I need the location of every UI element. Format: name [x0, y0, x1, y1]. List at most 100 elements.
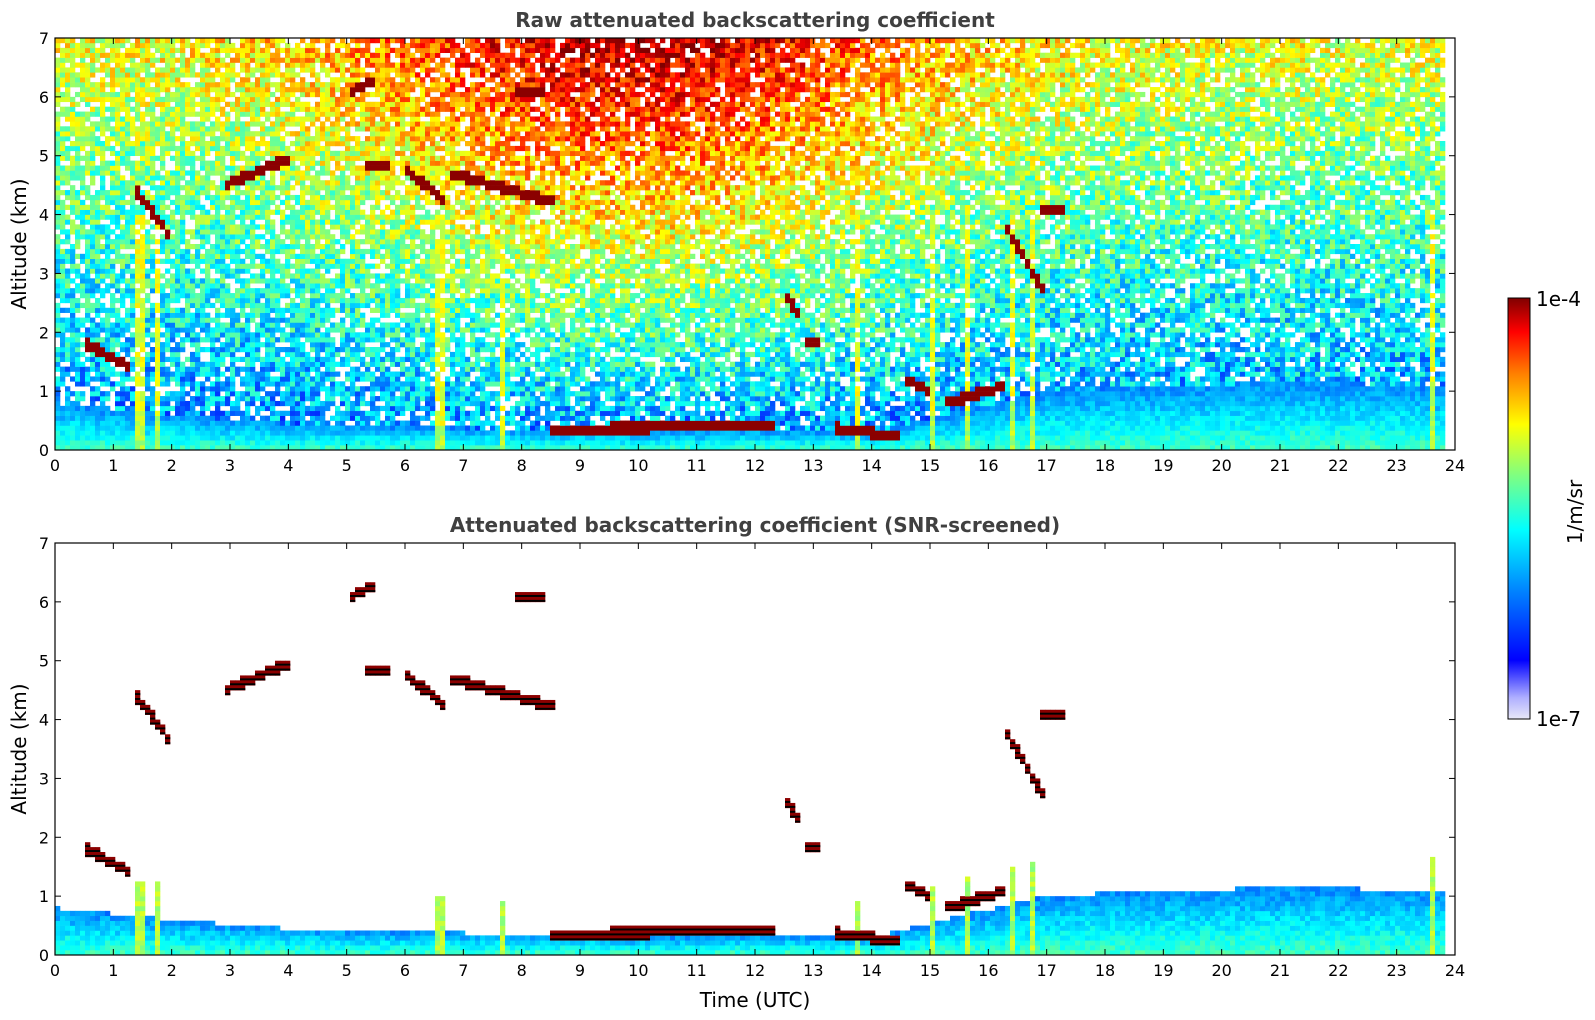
backscatter-cell: [230, 322, 236, 328]
backscatter-cell: [195, 180, 201, 186]
backscatter-cell: [360, 396, 366, 402]
backscatter-cell: [200, 190, 206, 196]
backscatter-cell: [220, 361, 226, 367]
backscatter-cell: [290, 440, 296, 446]
backscatter-cell: [315, 410, 321, 416]
backscatter-cell: [75, 42, 81, 49]
backscatter-cell: [105, 366, 111, 372]
backscatter-cell: [300, 77, 306, 83]
backscatter-cell: [255, 185, 261, 191]
backscatter-cell: [325, 347, 331, 353]
backscatter-cell: [75, 82, 81, 88]
backscatter-cell: [70, 57, 76, 63]
backscatter-cell: [360, 258, 366, 264]
backscatter-cell: [335, 136, 341, 142]
backscatter-cell: [380, 278, 386, 284]
cloud-cell: [230, 180, 236, 186]
backscatter-cell: [70, 327, 76, 333]
backscatter-cell: [205, 430, 211, 436]
backscatter-cell: [125, 150, 131, 157]
backscatter-cell: [240, 52, 246, 58]
backscatter-cell: [65, 155, 71, 161]
backscatter-cell: [90, 57, 96, 63]
backscatter-cell: [125, 126, 131, 132]
backscatter-cell: [80, 224, 86, 230]
backscatter-cell: [205, 278, 211, 284]
backscatter-cell: [255, 234, 261, 240]
backscatter-cell: [360, 425, 366, 431]
backscatter-cell: [165, 248, 171, 255]
backscatter-cell: [70, 410, 76, 416]
backscatter-cell: [395, 209, 401, 215]
backscatter-cell: [230, 297, 236, 304]
backscatter-cell: [120, 131, 126, 137]
backscatter-cell: [95, 239, 101, 245]
backscatter-cell: [190, 234, 196, 240]
backscatter-cell: [285, 317, 291, 323]
backscatter-cell: [170, 62, 176, 68]
backscatter-cell: [360, 67, 366, 73]
backscatter-cell: [115, 239, 121, 245]
backscatter-cell: [335, 62, 341, 68]
backscatter-cell: [385, 96, 391, 103]
backscatter-cell: [180, 312, 186, 318]
backscatter-cell: [305, 141, 311, 147]
backscatter-cell: [250, 214, 256, 220]
backscatter-cell: [205, 273, 211, 279]
backscatter-cell: [330, 386, 336, 392]
backscatter-cell: [270, 351, 276, 358]
backscatter-cell: [75, 420, 81, 426]
backscatter-cell: [165, 72, 171, 78]
backscatter-cell: [265, 317, 271, 323]
backscatter-cell: [280, 430, 286, 436]
backscatter-cell: [350, 116, 356, 122]
backscatter-cell: [100, 77, 106, 83]
backscatter-cell: [245, 155, 251, 161]
backscatter-cell: [145, 248, 151, 255]
backscatter-cell: [190, 209, 196, 215]
backscatter-cell: [395, 224, 401, 230]
backscatter-cell: [175, 342, 181, 348]
backscatter-cell: [345, 96, 351, 103]
backscatter-cell: [240, 366, 246, 372]
backscatter-cell: [290, 170, 296, 176]
backscatter-cell: [260, 72, 266, 78]
backscatter-cell: [220, 445, 226, 450]
backscatter-cell: [390, 180, 396, 186]
backscatter-cell: [335, 263, 341, 269]
backscatter-cell: [170, 116, 176, 122]
cloud-cell: [85, 342, 91, 348]
backscatter-cell: [75, 425, 81, 431]
backscatter-cell: [85, 126, 91, 132]
backscatter-cell: [190, 327, 196, 333]
backscatter-cell: [105, 307, 111, 313]
backscatter-cell: [405, 77, 411, 83]
backscatter-cell: [225, 307, 231, 313]
backscatter-cell: [115, 332, 121, 338]
cloud-cell: [135, 194, 141, 201]
backscatter-cell: [145, 194, 151, 201]
backscatter-cell: [395, 244, 401, 250]
backscatter-cell: [270, 332, 276, 338]
backscatter-cell: [325, 82, 331, 88]
backscatter-cell: [330, 327, 336, 333]
backscatter-cell: [140, 204, 146, 210]
backscatter-cell: [255, 141, 261, 147]
backscatter-cell: [55, 190, 61, 196]
backscatter-cell: [385, 155, 391, 161]
backscatter-cell: [300, 194, 306, 201]
backscatter-cell: [105, 170, 111, 176]
backscatter-cell: [325, 366, 331, 372]
backscatter-cell: [290, 141, 296, 147]
backscatter-cell: [350, 136, 356, 142]
backscatter-cell: [250, 160, 256, 166]
backscatter-cell: [230, 62, 236, 68]
backscatter-cell: [400, 239, 406, 245]
backscatter-cell: [135, 244, 141, 250]
backscatter-cell: [180, 278, 186, 284]
backscatter-cell: [220, 288, 226, 294]
backscatter-cell: [220, 253, 226, 260]
backscatter-cell: [130, 141, 136, 147]
backscatter-cell: [315, 425, 321, 431]
backscatter-cell: [345, 356, 351, 363]
